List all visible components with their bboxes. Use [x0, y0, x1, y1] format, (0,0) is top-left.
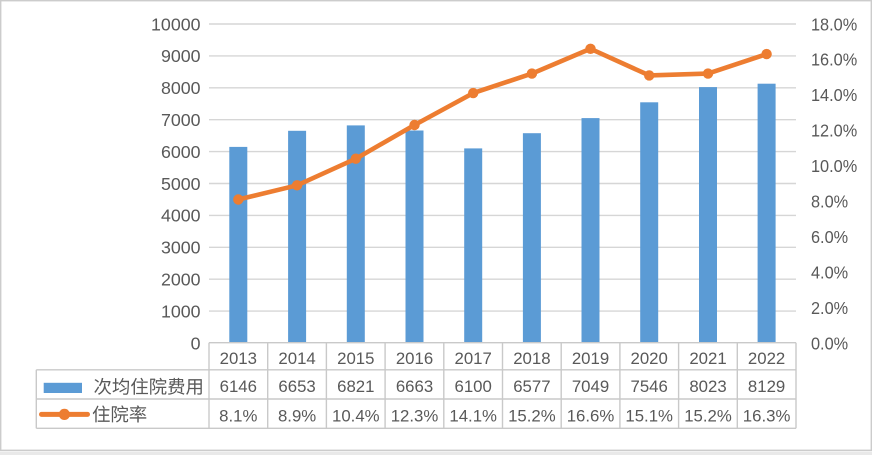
svg-text:16.3%: 16.3%: [743, 406, 791, 425]
svg-text:10.0%: 10.0%: [811, 156, 857, 176]
svg-text:16.6%: 16.6%: [567, 406, 615, 425]
svg-text:2014: 2014: [278, 349, 315, 368]
svg-text:2000: 2000: [161, 270, 201, 290]
svg-text:8000: 8000: [161, 78, 201, 98]
svg-text:7546: 7546: [631, 377, 668, 396]
svg-text:2022: 2022: [748, 349, 785, 368]
svg-text:7000: 7000: [161, 110, 201, 130]
svg-text:2019: 2019: [572, 349, 609, 368]
svg-text:2016: 2016: [396, 349, 433, 368]
svg-text:2013: 2013: [220, 349, 257, 368]
svg-text:6146: 6146: [220, 377, 257, 396]
svg-text:16.0%: 16.0%: [811, 50, 857, 70]
svg-text:2018: 2018: [513, 349, 550, 368]
svg-text:6000: 6000: [161, 142, 201, 162]
svg-text:18.0%: 18.0%: [811, 14, 857, 34]
svg-text:15.1%: 15.1%: [625, 406, 673, 425]
svg-text:10.4%: 10.4%: [332, 406, 380, 425]
svg-text:8023: 8023: [689, 377, 726, 396]
svg-text:6653: 6653: [278, 377, 315, 396]
svg-text:2021: 2021: [689, 349, 726, 368]
svg-text:14.1%: 14.1%: [449, 406, 497, 425]
svg-text:15.2%: 15.2%: [684, 406, 732, 425]
svg-text:6821: 6821: [337, 377, 374, 396]
svg-text:8.1%: 8.1%: [219, 406, 257, 425]
svg-text:8.0%: 8.0%: [811, 192, 848, 212]
svg-text:2015: 2015: [337, 349, 374, 368]
svg-text:4.0%: 4.0%: [811, 262, 848, 282]
svg-text:10000: 10000: [151, 14, 201, 34]
svg-text:6577: 6577: [513, 377, 550, 396]
svg-text:0.0%: 0.0%: [811, 333, 848, 353]
svg-text:8.9%: 8.9%: [278, 406, 316, 425]
svg-text:2020: 2020: [631, 349, 668, 368]
svg-text:7049: 7049: [572, 377, 609, 396]
svg-text:8129: 8129: [748, 377, 785, 396]
svg-text:5000: 5000: [161, 174, 201, 194]
svg-text:9000: 9000: [161, 46, 201, 66]
svg-text:2017: 2017: [455, 349, 492, 368]
svg-text:0: 0: [191, 333, 201, 353]
svg-text:6.0%: 6.0%: [811, 227, 848, 247]
svg-text:12.3%: 12.3%: [391, 406, 439, 425]
svg-text:3000: 3000: [161, 238, 201, 258]
svg-text:4000: 4000: [161, 206, 201, 226]
svg-text:6100: 6100: [455, 377, 492, 396]
svg-text:15.2%: 15.2%: [508, 406, 556, 425]
svg-text:2.0%: 2.0%: [811, 298, 848, 318]
svg-text:14.0%: 14.0%: [811, 85, 857, 105]
svg-text:1000: 1000: [161, 301, 201, 321]
svg-text:12.0%: 12.0%: [811, 121, 857, 141]
svg-text:6663: 6663: [396, 377, 433, 396]
